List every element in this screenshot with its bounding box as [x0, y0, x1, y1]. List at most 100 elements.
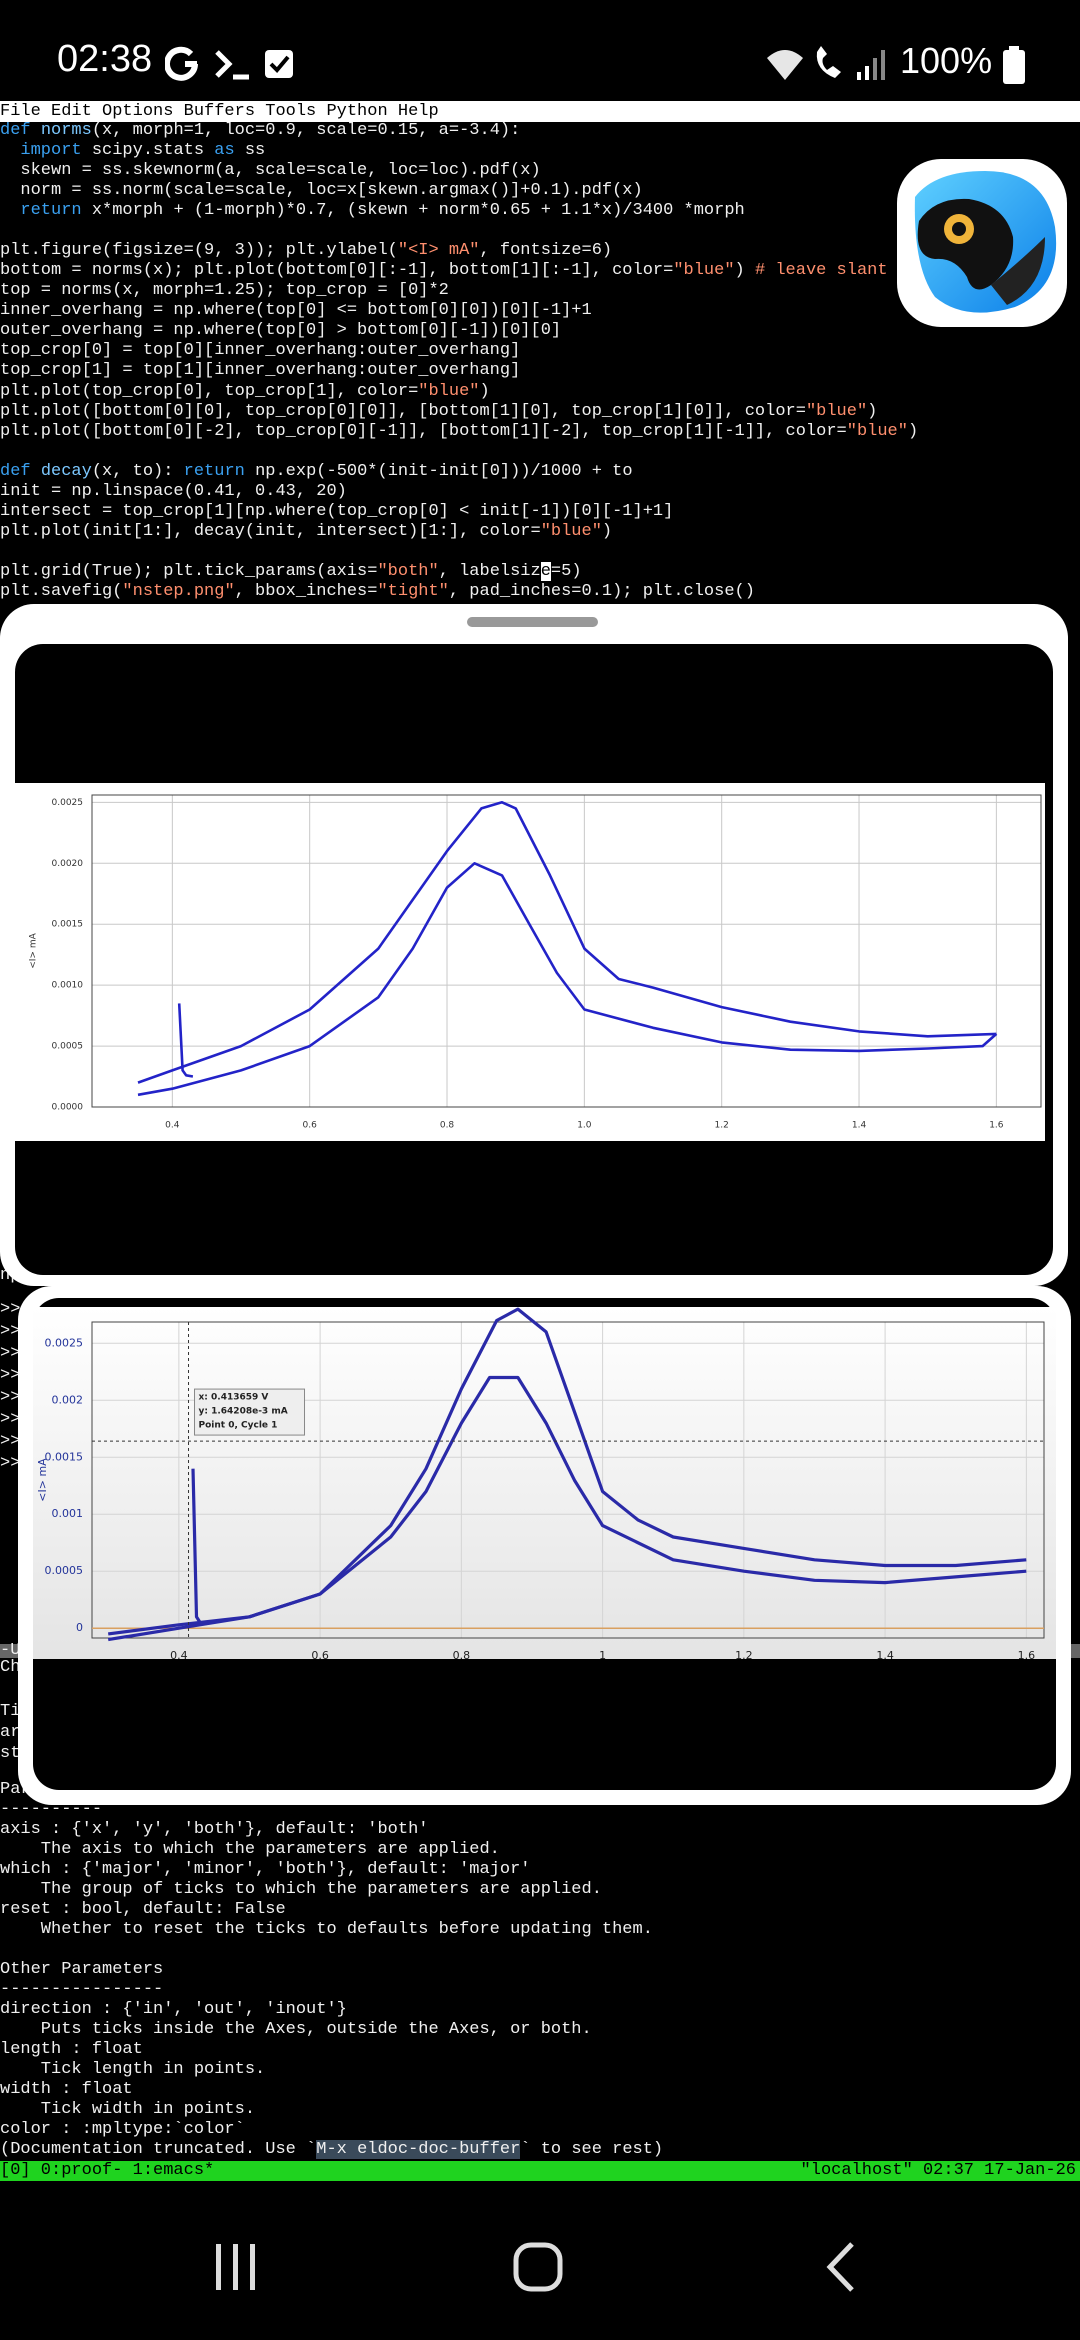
doc-line: axis : {'x', 'y', 'both'}, default: 'bot… [0, 1820, 429, 1839]
doc-line: The axis to which the parameters are app… [0, 1840, 500, 1859]
tooltip-box [194, 1388, 306, 1436]
doc-line: direction : {'in', 'out', 'inout'} [0, 2000, 347, 2019]
code-token: "blue" [418, 381, 480, 401]
nav-bar-line [250, 2244, 255, 2290]
cursor: e [540, 561, 551, 581]
series-line [177, 1003, 194, 1078]
code-line: plt.grid(True); plt.tick_params(axis="bo… [0, 561, 582, 582]
signal-bar [865, 66, 869, 80]
code-line: plt.plot(top_crop[0], top_crop[1], color… [0, 382, 490, 402]
buffer-fragment: Ti [0, 1702, 21, 1721]
y-tick-label: 0.0015 [52, 920, 84, 930]
network-icons [767, 46, 885, 80]
code-token: def [0, 461, 31, 481]
code-token: top_crop[1] = top[1][inner_overhang:oute… [0, 361, 521, 381]
plot-background [15, 783, 1045, 1141]
code-line: top_crop[1] = top[1][inner_overhang:oute… [0, 361, 520, 381]
x-tick-label: 1.4 [852, 1121, 867, 1131]
code-line: skewn = ss.skewnorm(a, scale=scale, loc=… [0, 161, 541, 181]
code-token [0, 141, 20, 160]
terminal-icon [215, 50, 233, 78]
code-line: plt.savefig("nstep.png", bbox_inches="ti… [0, 582, 755, 602]
tooltip-text: y: 1.64208e-3 mA [199, 1407, 288, 1417]
tooltip-text: x: 0.413659 V [199, 1393, 269, 1403]
code-token: # leave slant [754, 261, 888, 281]
code-token: "nstep.png" [122, 581, 235, 601]
code-line: import scipy.stats as ss [0, 141, 265, 161]
app-icon-face [917, 198, 1014, 290]
y-tick-label: 0.0000 [52, 1103, 84, 1113]
doc-line: (Documentation truncated. Use `M-x eldoc… [0, 2140, 663, 2160]
code-token: x*morph + (1-morph)*0.7, (skewn + norm*0… [81, 201, 745, 221]
buffer-fragment: >> [0, 1344, 21, 1363]
x-tick-label: 0.6 [303, 1121, 318, 1131]
code-line: inner_overhang = np.where(top[0] <= bott… [0, 301, 592, 321]
code-token: "tight" [377, 581, 449, 601]
x-tick-label: 1.2 [715, 1121, 729, 1131]
code-token: ) [867, 401, 878, 421]
code-token [0, 201, 20, 220]
code-line: plt.figure(figsize=(9, 3)); plt.ylabel("… [0, 241, 612, 261]
x-tick-label: 1.6 [989, 1121, 1004, 1131]
code-token: bottom = norms(x); plt.plot(bottom[0][:-… [0, 261, 674, 281]
code-line: plt.plot([bottom[0][-2], top_crop[0][-1]… [0, 422, 918, 442]
nav-bar [216, 2242, 854, 2292]
doc-token: ` to see rest) [520, 2140, 664, 2159]
code-token [31, 462, 41, 481]
battery-level: 100% [900, 40, 993, 81]
call-icon [816, 46, 841, 78]
doc-line: Other Parameters [0, 1960, 164, 1979]
code-token: , labelsiz [438, 561, 541, 581]
code-token: plt.plot(init[1:], decay(init, intersect… [0, 521, 541, 541]
axes-frame [91, 794, 1042, 1108]
code-token: "blue" [805, 401, 868, 421]
signal-bar [873, 58, 877, 80]
app-icon[interactable] [895, 157, 1069, 329]
buffer-fragment: >> [0, 1454, 21, 1473]
code-token: ) [734, 261, 755, 281]
wifi-icon [767, 50, 803, 80]
code-line: plt.plot(init[1:], decay(init, intersect… [0, 522, 612, 542]
doc-line: Tick width in points. [0, 2100, 256, 2119]
recent-apps-button[interactable] [216, 2244, 255, 2290]
code-token: return [20, 201, 82, 221]
plot: 0.4 0.6 0.8 1 1.2 1.4 1.6 0 0.0005 0.001 0.0015 0.0… [33, 1307, 1056, 1659]
doc-token: M-x eldoc-doc-buffer [316, 2140, 521, 2159]
drag-handle[interactable] [467, 617, 598, 627]
menu-items[interactable]: File Edit Options Buffers Tools Python H… [0, 102, 439, 121]
task-check [269, 55, 290, 73]
code-token: "both" [377, 561, 439, 581]
series-line [107, 1375, 1027, 1642]
code-token: plt.plot([bottom[0][-2], top_crop[0][-1]… [0, 421, 847, 441]
buffer-fragment: >> [0, 1300, 21, 1319]
doc-line: which : {'major', 'minor', 'both'}, defa… [0, 1860, 531, 1879]
code-token: intersect = top_crop[1][np.where(top_cro… [0, 501, 674, 521]
y-tick-label: 0.0020 [52, 859, 84, 869]
code-token: init = np.linspace(0.41, 0.43, 20) [0, 481, 347, 501]
plot: 0.4 0.6 0.8 1.0 1.2 1.4 1.6 0.0000 0.0005 0.0010 0… [15, 783, 1045, 1141]
code-token: outer_overhang = np.where(top[0] > botto… [0, 321, 562, 341]
code-line: outer_overhang = np.where(top[0] > botto… [0, 321, 561, 341]
y-tick-label: 0.0005 [45, 1564, 84, 1577]
back-button[interactable] [826, 2242, 854, 2292]
tooltip-text: Point 0, Cycle 1 [199, 1421, 278, 1431]
code-token: "<I> mA" [397, 241, 480, 261]
doc-line: width : float [0, 2080, 133, 2099]
code-token: norms [40, 121, 92, 140]
code-token: scipy.stats [81, 141, 215, 161]
nav-bar-line [233, 2244, 238, 2290]
code-token [31, 121, 41, 140]
code-token: skewn = ss.skewnorm(a, scale=scale, loc=… [0, 161, 541, 181]
code-line: intersect = top_crop[1][np.where(top_cro… [0, 502, 673, 522]
doc-line: The group of ticks to which the paramete… [0, 1880, 602, 1899]
x-tick-label: 0.4 [165, 1121, 180, 1131]
doc-line: color : :mpltype:`color` [0, 2120, 245, 2139]
code-token: plt.plot([bottom[0][0], top_crop[0][0]],… [0, 401, 806, 421]
menu-bar: File Edit Options Buffers Tools Python H… [0, 101, 1080, 122]
code-token: return [183, 461, 245, 481]
series-line [137, 801, 997, 1084]
doc-line: length : float [0, 2040, 143, 2059]
tmux-windows[interactable]: [0] 0:proof- 1:emacs* [0, 2161, 215, 2180]
home-button[interactable] [513, 2242, 563, 2292]
